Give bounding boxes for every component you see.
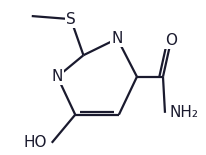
Text: O: O [165,33,177,48]
Text: N: N [112,31,123,46]
Text: NH₂: NH₂ [170,105,199,120]
Text: S: S [66,12,76,27]
Text: N: N [52,69,63,84]
Text: HO: HO [23,135,47,150]
